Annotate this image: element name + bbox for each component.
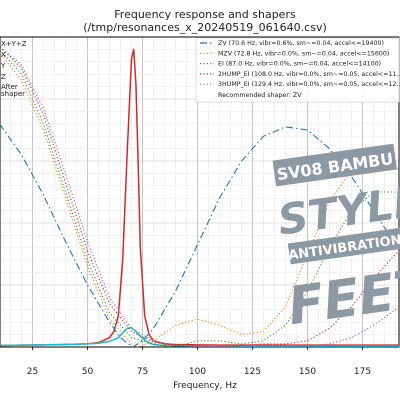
legend-items: ZV (70.6 Hz, vibr=0.6%, sm~=0.04, accel<… — [200, 40, 400, 88]
legend-label: EI (87.0 Hz, vibr=0.0%, sm~=0.04, accel<… — [218, 61, 381, 68]
series-line-5 — [0, 46, 399, 347]
recommended-shaper: Recommended shaper: ZV — [218, 92, 302, 99]
legend-label: ZV (70.6 Hz, vibr=0.6%, sm~=0.04, accel<… — [218, 40, 384, 47]
shaper-legend: ZV (70.6 Hz, vibr=0.6%, sm~=0.04, accel<… — [195, 37, 400, 103]
x-axis-label: Frequency, Hz — [173, 381, 237, 391]
watermark-line4: FEET — [284, 258, 400, 338]
x-tick-label: 175 — [354, 367, 371, 377]
legend-box — [195, 37, 400, 103]
left-legend-label: Y — [0, 62, 6, 70]
grid — [0, 36, 399, 348]
left-legend: X+Y+Z X Y Z After shaper — [0, 40, 27, 98]
left-legend-label: shaper — [1, 90, 25, 98]
x-tick-label: 25 — [27, 367, 38, 377]
x-tick-labels: 25 50 75 100 125 150 175 — [27, 347, 371, 377]
x-tick-label: 50 — [82, 367, 94, 377]
chart-title: Frequency response and shapers — [114, 8, 296, 21]
legend-label: 2HUMP_EI (108.0 Hz, vibr=0.0%, sm~=0.05,… — [218, 71, 400, 78]
left-legend-label: X — [1, 51, 6, 59]
x-tick-label: 75 — [137, 367, 148, 377]
left-legend-label: After — [1, 83, 18, 91]
legend-label: 3HUMP_EI (129.4 Hz, vibr=0.0%, sm~=0.05,… — [218, 81, 400, 88]
watermark-overlay: SV08 BAMBU STYLE ANTIVIBRATION FEET — [272, 143, 400, 338]
series-line-6 — [0, 46, 399, 347]
x-tick-label: 150 — [299, 367, 316, 377]
left-legend-label: Z — [1, 73, 6, 81]
x-tick-label: 125 — [244, 367, 261, 377]
legend-label: MZV (72.8 Hz, vibr=0.0%, sm~=0.04, accel… — [218, 50, 389, 57]
left-legend-label: X+Y+Z — [1, 40, 27, 48]
x-tick-label: 100 — [189, 367, 206, 377]
chart-subtitle: (/tmp/resonances_x_20240519_061640.csv) — [83, 21, 327, 34]
series-line-3 — [0, 52, 399, 347]
series-line-4 — [0, 49, 399, 347]
watermark-banner-2 — [287, 227, 400, 265]
watermark-banner — [272, 143, 397, 187]
